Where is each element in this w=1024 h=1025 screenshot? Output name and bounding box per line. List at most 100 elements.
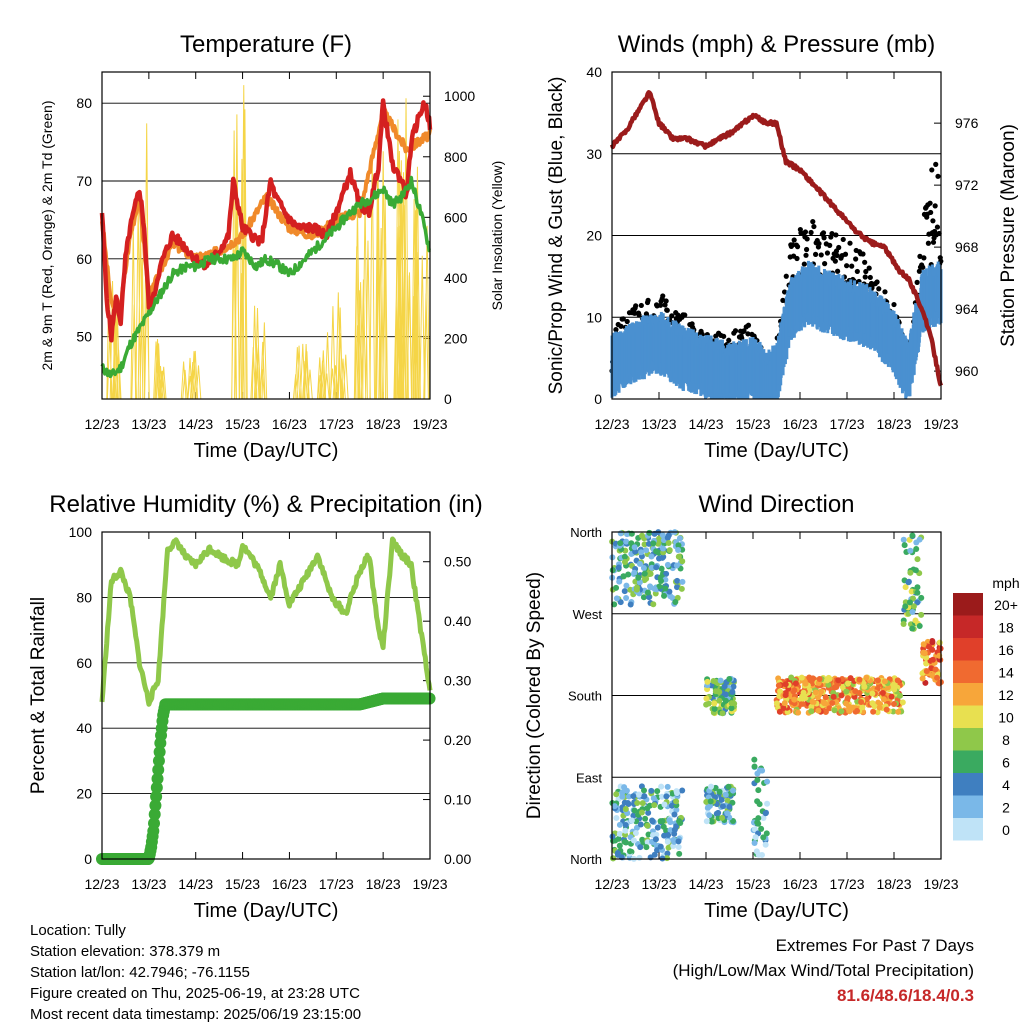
gust-point bbox=[867, 274, 873, 281]
direction-point bbox=[671, 838, 678, 845]
direction-point bbox=[728, 700, 735, 707]
x-tick-label: 12/23 bbox=[594, 876, 629, 892]
direction-point bbox=[637, 844, 644, 851]
direction-point bbox=[632, 548, 639, 555]
direction-point bbox=[722, 691, 729, 698]
direction-point bbox=[846, 708, 853, 715]
legend-swatch bbox=[953, 638, 983, 661]
direction-point bbox=[623, 594, 630, 601]
direction-point bbox=[870, 708, 877, 715]
direction-point bbox=[922, 679, 929, 686]
gust-point bbox=[847, 240, 853, 246]
gust-point bbox=[657, 302, 664, 308]
direction-point bbox=[652, 836, 659, 843]
direction-point bbox=[706, 812, 713, 819]
y-axis-label-2: Percent & Total Rainfall bbox=[28, 597, 49, 794]
direction-point bbox=[909, 609, 916, 616]
direction-point bbox=[705, 804, 712, 811]
direction-point bbox=[781, 700, 788, 707]
y-tick-label: 50 bbox=[76, 329, 92, 345]
y2-tick-label: 964 bbox=[955, 301, 979, 317]
rainfall-point bbox=[151, 772, 164, 785]
gust-point bbox=[866, 265, 872, 271]
direction-point bbox=[756, 767, 763, 774]
gust-point bbox=[645, 297, 651, 303]
direction-point bbox=[617, 599, 624, 606]
direction-point bbox=[651, 585, 658, 592]
gust-point bbox=[862, 274, 868, 280]
direction-point bbox=[912, 567, 919, 574]
x-tick-label: 16/23 bbox=[782, 416, 817, 432]
direction-point bbox=[631, 807, 638, 814]
direction-point bbox=[719, 814, 726, 821]
direction-point bbox=[775, 682, 782, 689]
y2-tick-label: 0.30 bbox=[444, 673, 471, 689]
direction-point bbox=[621, 838, 628, 845]
elevation-text: Station elevation: 378.379 m bbox=[30, 943, 221, 960]
direction-point bbox=[622, 822, 629, 829]
gust-point bbox=[802, 229, 809, 235]
direction-point bbox=[674, 577, 681, 584]
gust-point bbox=[932, 203, 938, 209]
legend-label: 6 bbox=[1002, 755, 1010, 771]
direction-point bbox=[659, 793, 666, 800]
rainfall-point bbox=[152, 754, 165, 767]
direction-point bbox=[656, 583, 663, 590]
x-tick-label: 13/23 bbox=[131, 416, 166, 432]
direction-point bbox=[617, 540, 624, 547]
x-tick-label: 19/23 bbox=[923, 416, 958, 432]
direction-point bbox=[710, 677, 717, 684]
solar-insolation-trace bbox=[180, 350, 202, 400]
gust-point bbox=[929, 167, 935, 173]
x-tick-label: 17/23 bbox=[319, 416, 354, 432]
direction-point bbox=[816, 675, 823, 682]
direction-point bbox=[923, 660, 930, 667]
y-axis-label-3: Direction (Colored By Speed) bbox=[524, 572, 545, 819]
gust-point bbox=[827, 242, 833, 248]
direction-point bbox=[666, 547, 673, 554]
direction-point bbox=[622, 827, 629, 834]
direction-point bbox=[890, 701, 897, 708]
direction-point bbox=[929, 656, 936, 663]
direction-point bbox=[651, 802, 658, 809]
direction-point bbox=[641, 541, 648, 548]
direction-point bbox=[679, 558, 686, 565]
direction-point bbox=[791, 696, 798, 703]
direction-point bbox=[914, 589, 921, 596]
direction-point bbox=[792, 680, 799, 687]
direction-point bbox=[707, 798, 714, 805]
direction-point bbox=[910, 603, 917, 610]
x-tick-label: 16/23 bbox=[782, 876, 817, 892]
y2-tick-label: 0.50 bbox=[444, 554, 471, 570]
direction-point bbox=[628, 540, 635, 547]
direction-point bbox=[679, 787, 686, 794]
direction-point bbox=[708, 783, 715, 790]
direction-point bbox=[630, 793, 637, 800]
direction-point bbox=[666, 817, 673, 824]
direction-point bbox=[716, 689, 723, 696]
y2-tick-label: 0.10 bbox=[444, 792, 471, 808]
direction-point bbox=[920, 641, 927, 648]
x-axis-label-0: Time (Day/UTC) bbox=[194, 440, 339, 462]
direction-point bbox=[711, 705, 718, 712]
direction-point bbox=[815, 707, 822, 714]
direction-point bbox=[664, 783, 671, 790]
direction-point bbox=[624, 800, 631, 807]
y2-tick-label: 0.20 bbox=[444, 732, 471, 748]
y-tick-label: West bbox=[573, 607, 603, 622]
direction-point bbox=[664, 850, 671, 857]
direction-point bbox=[621, 588, 628, 595]
x-tick-label: 17/23 bbox=[829, 876, 864, 892]
direction-point bbox=[659, 545, 666, 552]
direction-point bbox=[755, 815, 762, 822]
direction-point bbox=[672, 598, 679, 605]
y-tick-label: 20 bbox=[586, 228, 602, 244]
direction-point bbox=[921, 650, 928, 657]
direction-point bbox=[663, 855, 670, 862]
gust-point bbox=[835, 268, 841, 274]
chart-title-2: Relative Humidity (%) & Precipitation (i… bbox=[49, 491, 482, 518]
gust-point bbox=[917, 253, 923, 259]
direction-point bbox=[773, 700, 780, 707]
direction-point bbox=[900, 536, 907, 543]
